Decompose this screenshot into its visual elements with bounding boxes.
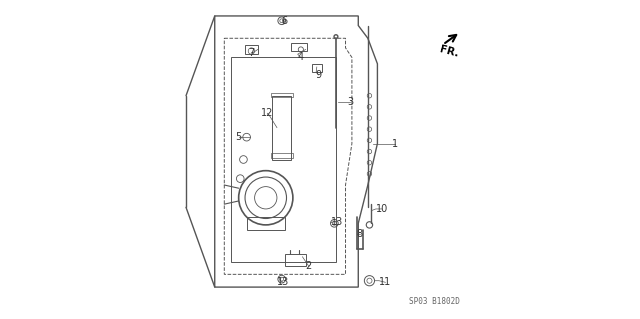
Text: 5: 5 <box>236 132 242 142</box>
Text: SP03 B1802D: SP03 B1802D <box>410 297 460 306</box>
Text: 13: 13 <box>277 277 289 287</box>
Text: 7: 7 <box>248 48 255 58</box>
Text: 6: 6 <box>282 16 288 26</box>
Text: 10: 10 <box>376 204 388 214</box>
Text: 9: 9 <box>316 70 321 80</box>
Bar <box>272 96 291 160</box>
Bar <box>312 64 321 72</box>
Bar <box>291 43 307 51</box>
Bar <box>246 217 285 230</box>
Text: 4: 4 <box>298 52 304 63</box>
Text: 2: 2 <box>306 261 312 271</box>
Bar <box>285 254 306 266</box>
Text: 12: 12 <box>261 108 273 118</box>
Bar <box>271 153 293 158</box>
Text: 11: 11 <box>380 277 392 287</box>
Bar <box>245 45 258 54</box>
Text: 13: 13 <box>332 217 344 227</box>
Text: FR.: FR. <box>438 45 460 59</box>
Text: 3: 3 <box>348 97 353 107</box>
Text: 8: 8 <box>357 229 363 240</box>
Text: 1: 1 <box>392 138 398 149</box>
Bar <box>271 93 293 97</box>
